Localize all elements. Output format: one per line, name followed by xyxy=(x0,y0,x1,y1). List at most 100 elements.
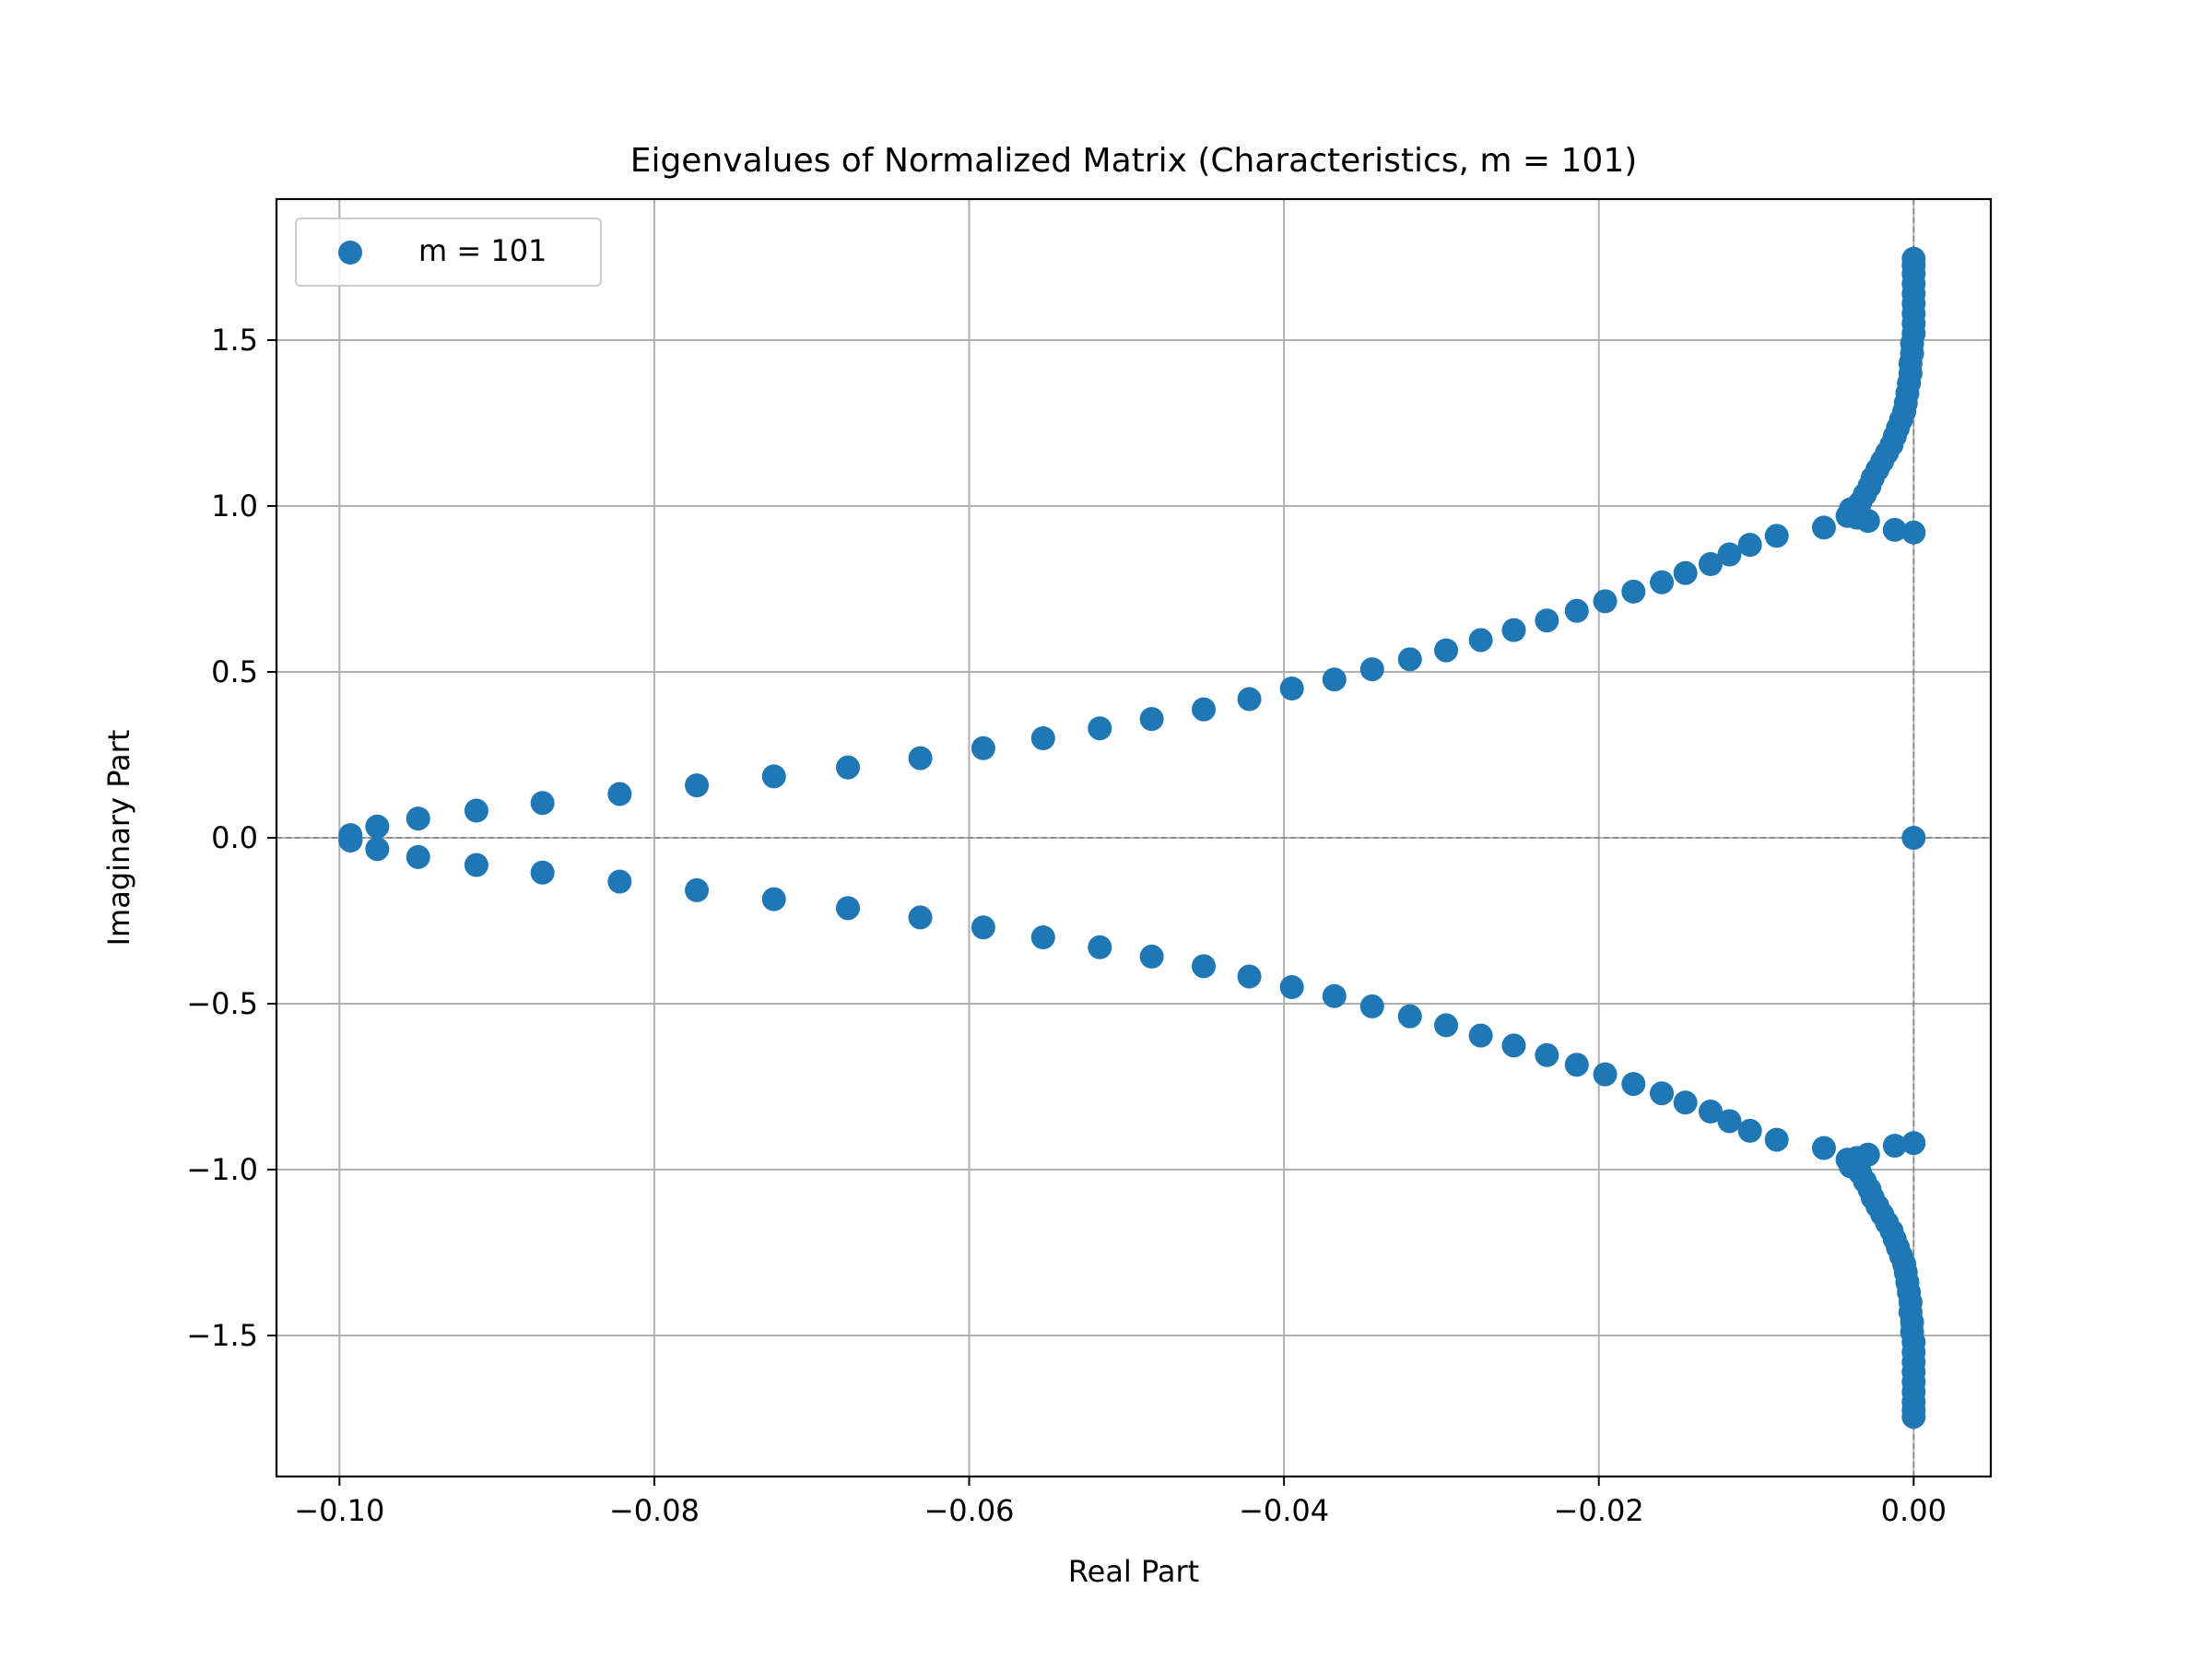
x-tick-label: 0.00 xyxy=(1881,1493,1947,1528)
eigenvalue-point xyxy=(530,791,555,816)
eigenvalue-point xyxy=(1673,1090,1698,1115)
eigenvalue-point xyxy=(406,844,430,869)
eigenvalue-point xyxy=(836,755,860,780)
eigenvalue-point xyxy=(1882,517,1907,542)
eigenvalue-point xyxy=(406,806,430,831)
x-tick-label: −0.08 xyxy=(609,1493,700,1528)
data-points xyxy=(338,246,1926,1430)
eigenvalue-point xyxy=(1698,1100,1723,1124)
x-tick-label: −0.10 xyxy=(294,1493,384,1528)
eigenvalue-point xyxy=(1322,983,1347,1008)
eigenvalue-point xyxy=(1650,1081,1675,1106)
eigenvalue-point xyxy=(1901,1405,1926,1430)
y-tick-label: −1.0 xyxy=(186,1152,258,1187)
eigenvalue-point xyxy=(1468,628,1493,653)
eigenvalue-point xyxy=(1564,1053,1589,1077)
eigenvalue-point xyxy=(1855,1142,1880,1167)
eigenvalue-point xyxy=(1088,935,1112,959)
eigenvalue-point xyxy=(1030,925,1055,949)
y-tick-label: 1.0 xyxy=(211,488,258,524)
eigenvalue-point xyxy=(1673,560,1698,585)
eigenvalue-point xyxy=(908,905,933,930)
eigenvalue-point xyxy=(1139,707,1164,732)
y-tick-label: 0.5 xyxy=(211,654,258,689)
eigenvalue-point xyxy=(1564,598,1589,623)
eigenvalue-point xyxy=(607,782,632,806)
eigenvalue-point xyxy=(908,746,933,771)
eigenvalue-point xyxy=(1501,1033,1526,1058)
eigenvalue-point xyxy=(1882,1134,1907,1159)
y-tick-label: 1.5 xyxy=(211,323,258,358)
y-tick-label: −1.5 xyxy=(186,1318,258,1353)
eigenvalue-point xyxy=(1764,524,1789,548)
eigenvalue-point xyxy=(1397,647,1422,672)
eigenvalue-point xyxy=(1030,726,1055,750)
eigenvalue-point xyxy=(1139,944,1164,969)
eigenvalue-point xyxy=(1192,954,1217,979)
eigenvalue-point xyxy=(1621,579,1646,604)
x-tick-label: −0.06 xyxy=(924,1493,1014,1528)
eigenvalue-point xyxy=(685,877,710,902)
eigenvalue-point xyxy=(1811,515,1836,540)
eigenvalue-point xyxy=(1737,1118,1762,1143)
eigenvalue-point xyxy=(607,869,632,894)
eigenvalue-point xyxy=(1593,1062,1618,1087)
eigenvalue-point xyxy=(1501,618,1526,642)
eigenvalue-point xyxy=(1535,608,1559,633)
legend-marker xyxy=(338,241,362,265)
eigenvalue-point xyxy=(1279,677,1304,700)
eigenvalue-point xyxy=(464,798,488,823)
eigenvalue-point xyxy=(761,764,786,789)
x-axis-ticks: −0.10 −0.08 −0.06 −0.04 −0.02 0.00 xyxy=(294,1477,1947,1528)
eigenvalue-point xyxy=(685,773,710,798)
eigenvalue-point xyxy=(971,735,995,760)
eigenvalue-point xyxy=(1088,716,1112,741)
eigenvalue-point xyxy=(836,896,860,921)
eigenvalue-point xyxy=(365,837,390,862)
eigenvalue-point xyxy=(1737,533,1762,558)
legend-box xyxy=(295,218,602,287)
chart-title: Eigenvalues of Normalized Matrix (Charac… xyxy=(630,142,1638,180)
legend: m = 101 xyxy=(295,218,602,287)
eigenvalue-point xyxy=(338,828,363,853)
y-axis-label: Imaginary Part xyxy=(101,730,136,947)
eigenvalue-point xyxy=(1717,1109,1742,1134)
eigenvalue-point xyxy=(1434,638,1459,663)
eigenvalue-point xyxy=(1901,520,1926,545)
x-tick-label: −0.04 xyxy=(1239,1493,1329,1528)
legend-label: m = 101 xyxy=(418,233,547,268)
eigenvalue-point xyxy=(1322,667,1347,692)
eigenvalue-point xyxy=(1621,1072,1646,1097)
eigenvalue-point xyxy=(761,887,786,912)
eigenvalue-point xyxy=(1359,994,1384,1018)
eigenvalue-point xyxy=(1698,552,1723,576)
eigenvalue-point xyxy=(1359,657,1384,682)
eigenvalue-point xyxy=(1901,246,1926,271)
eigenvalue-point xyxy=(1764,1127,1789,1152)
x-tick-label: −0.02 xyxy=(1554,1493,1644,1528)
y-tick-label: 0.0 xyxy=(211,820,258,855)
eigenvalue-point xyxy=(1855,509,1880,534)
eigenvalue-point xyxy=(1650,570,1675,594)
eigenvalue-point xyxy=(1434,1013,1459,1038)
eigenvalue-point xyxy=(971,915,995,940)
eigenvalue-point xyxy=(1468,1023,1493,1048)
eigenvalue-point xyxy=(1237,964,1262,989)
eigenvalue-point xyxy=(1811,1135,1836,1160)
eigenvalue-point xyxy=(1192,697,1217,722)
y-axis-ticks: −1.5 −1.0 −0.5 0.0 0.5 1.0 1.5 xyxy=(186,323,276,1353)
eigenvalue-point xyxy=(1279,975,1304,999)
eigenvalue-point xyxy=(1237,687,1262,712)
eigenvalue-point xyxy=(1717,542,1742,567)
eigenvalue-point xyxy=(365,814,390,839)
eigenvalue-point xyxy=(464,853,488,877)
eigenvalue-point xyxy=(530,860,555,885)
y-tick-label: −0.5 xyxy=(186,986,258,1021)
eigenvalue-point xyxy=(1397,1004,1422,1029)
x-axis-label: Real Part xyxy=(1068,1554,1199,1589)
eigenvalue-point xyxy=(1901,826,1926,850)
eigenvalue-point xyxy=(1593,589,1618,614)
eigenvalue-point xyxy=(1535,1042,1559,1067)
eigenvalue-point xyxy=(1901,1131,1926,1156)
